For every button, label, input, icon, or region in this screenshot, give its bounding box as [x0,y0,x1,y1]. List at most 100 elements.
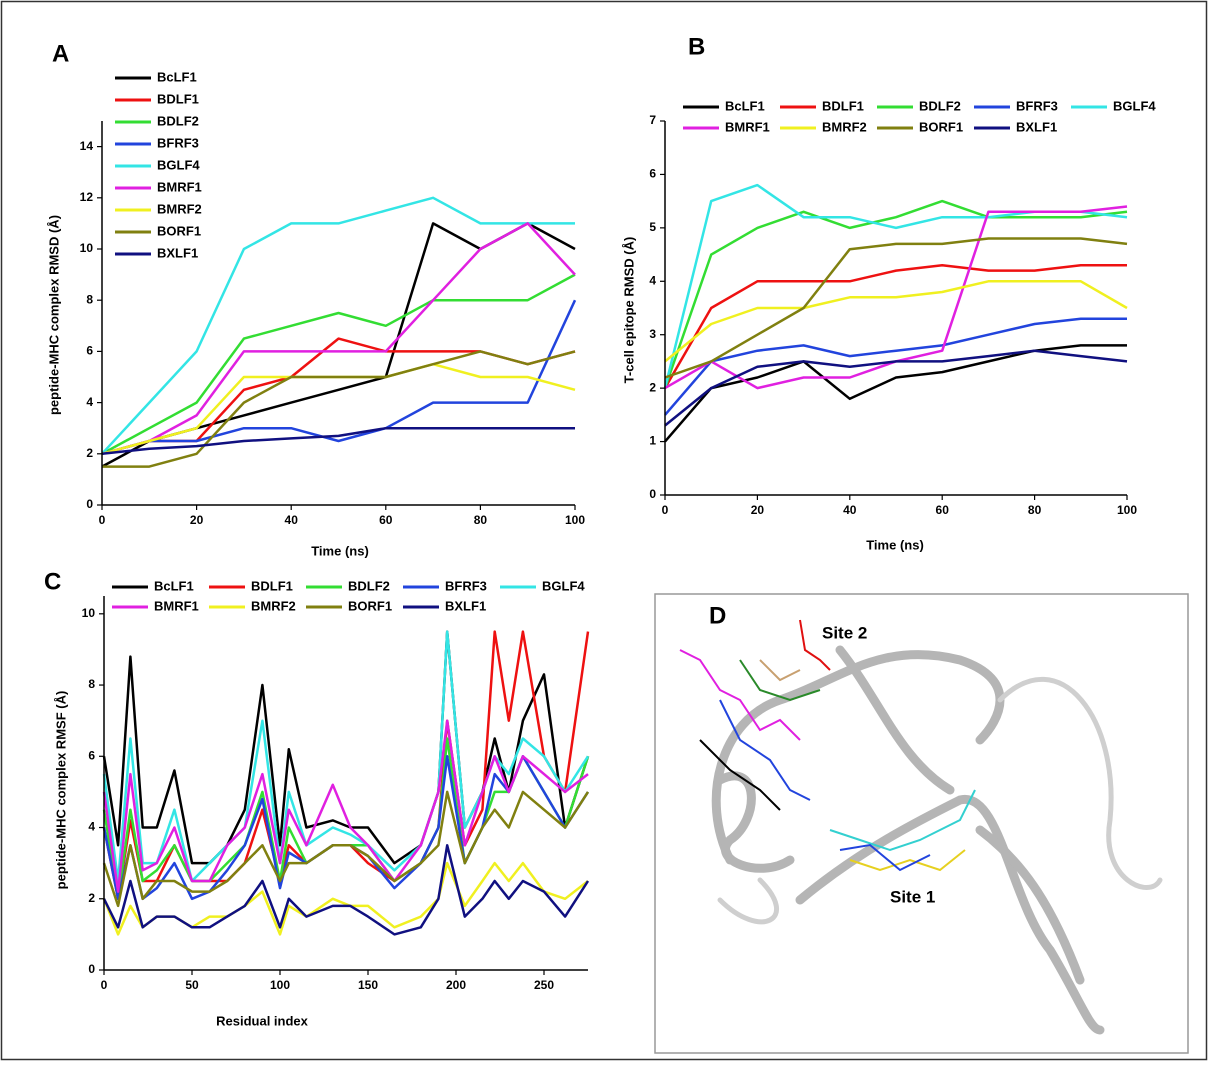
x-tick-label: 0 [662,503,669,517]
y-tick-label: 10 [80,241,94,255]
x-tick-label: 0 [101,978,108,992]
y-tick-label: 6 [86,344,93,358]
y-tick-label: 2 [649,380,656,394]
y-tick-label: 3 [649,327,656,341]
legend-label: BDLF2 [348,578,390,593]
ligand [759,659,801,682]
y-tick-label: 7 [649,113,656,127]
ligand [739,659,821,702]
legend-label: BFRF3 [445,578,487,593]
data-line [102,719,589,893]
ribbon-strand [835,645,955,795]
x-tick-label: 0 [99,513,106,527]
y-tick-label: 4 [88,820,95,834]
ligands-site-1 [829,789,976,872]
data-line [663,199,1128,389]
x-tick-label: 50 [185,978,199,992]
panel-label: C [44,568,61,595]
legend-label: BDLF2 [919,98,961,113]
legend-label: BXLF1 [1016,119,1057,134]
data-line [102,844,590,936]
legend-label: BGLF4 [157,157,200,172]
ligands-site-2 [679,619,831,811]
legend-label: BGLF4 [542,578,585,593]
data-line [102,790,590,908]
plot [663,183,1128,443]
plot [101,196,577,468]
x-tick-label: 100 [565,513,585,527]
plot [102,630,590,936]
legend-label: BDLF1 [157,91,199,106]
data-line [664,344,1127,443]
data-line [664,349,1128,427]
x-tick-label: 40 [843,503,857,517]
x-tick-label: 150 [358,978,378,992]
y-tick-label: 4 [86,395,93,409]
y-tick-label: 1 [649,434,656,448]
ligand [839,843,931,872]
ribbon-strand [795,795,1105,1035]
ribbon-strand [975,825,1085,985]
x-tick-label: 100 [1117,503,1137,517]
y-tick-label: 0 [86,497,93,511]
y-tick-label: 5 [649,220,656,234]
panel-label: D [709,602,726,629]
legend-label: BMRF2 [822,119,867,134]
data-line [101,222,576,456]
legend-label: BDLF2 [157,113,199,128]
ligand [849,849,966,872]
ribbon-loop [717,877,780,925]
data-line [663,264,1127,389]
y-tick-label: 4 [649,273,656,287]
legend-label: BMRF1 [157,179,202,194]
ligand [679,649,801,741]
y-tick-label: 6 [649,167,656,181]
ribbon-loop [997,676,1163,890]
ligand [829,789,976,852]
y-tick-label: 14 [80,139,94,153]
data-line [102,630,590,883]
legend-label: BORF1 [348,598,392,613]
x-tick-label: 20 [751,503,765,517]
panel-label: A [52,40,69,67]
y-tick-label: 8 [86,292,93,306]
structure-panel: D Site 2 Site 1 [654,593,1189,1054]
ligand [799,619,831,671]
y-axis-label: peptide-MHC complex RMSD (Å) [46,215,61,415]
x-tick-label: 80 [474,513,488,527]
legend-label: BFRF3 [1016,98,1058,113]
ligand [699,739,781,811]
data-line [664,280,1128,363]
y-tick-label: 8 [88,677,95,691]
ribbon-strand [711,650,1005,865]
legend-label: BDLF1 [251,578,293,593]
data-line [664,237,1128,379]
x-tick-label: 200 [446,978,466,992]
x-tick-label: 60 [936,503,950,517]
panel-label: B [688,33,705,60]
y-tick-label: 0 [649,487,656,501]
data-line [102,350,576,468]
legend-label: BMRF1 [725,119,770,134]
data-line [101,196,575,455]
x-axis-label: Time (ns) [866,537,924,552]
site-label: Site 2 [822,623,867,642]
ligand [719,699,811,801]
legend-label: BXLF1 [157,245,198,260]
y-tick-label: 2 [86,446,93,460]
data-line [102,630,590,865]
x-tick-label: 80 [1028,503,1042,517]
x-tick-label: 40 [285,513,299,527]
legend-label: BDLF1 [822,98,864,113]
legend-label: BORF1 [157,223,201,238]
legend-label: BcLF1 [157,69,197,84]
x-tick-label: 250 [534,978,554,992]
legend-label: BMRF2 [251,598,296,613]
y-axis-label: T-cell epitope RMSD (Å) [621,237,636,384]
y-tick-label: 0 [88,962,95,976]
legend-label: BFRF3 [157,135,199,150]
data-line [664,317,1127,416]
legend-label: BGLF4 [1113,98,1156,113]
y-tick-label: 2 [88,891,95,905]
